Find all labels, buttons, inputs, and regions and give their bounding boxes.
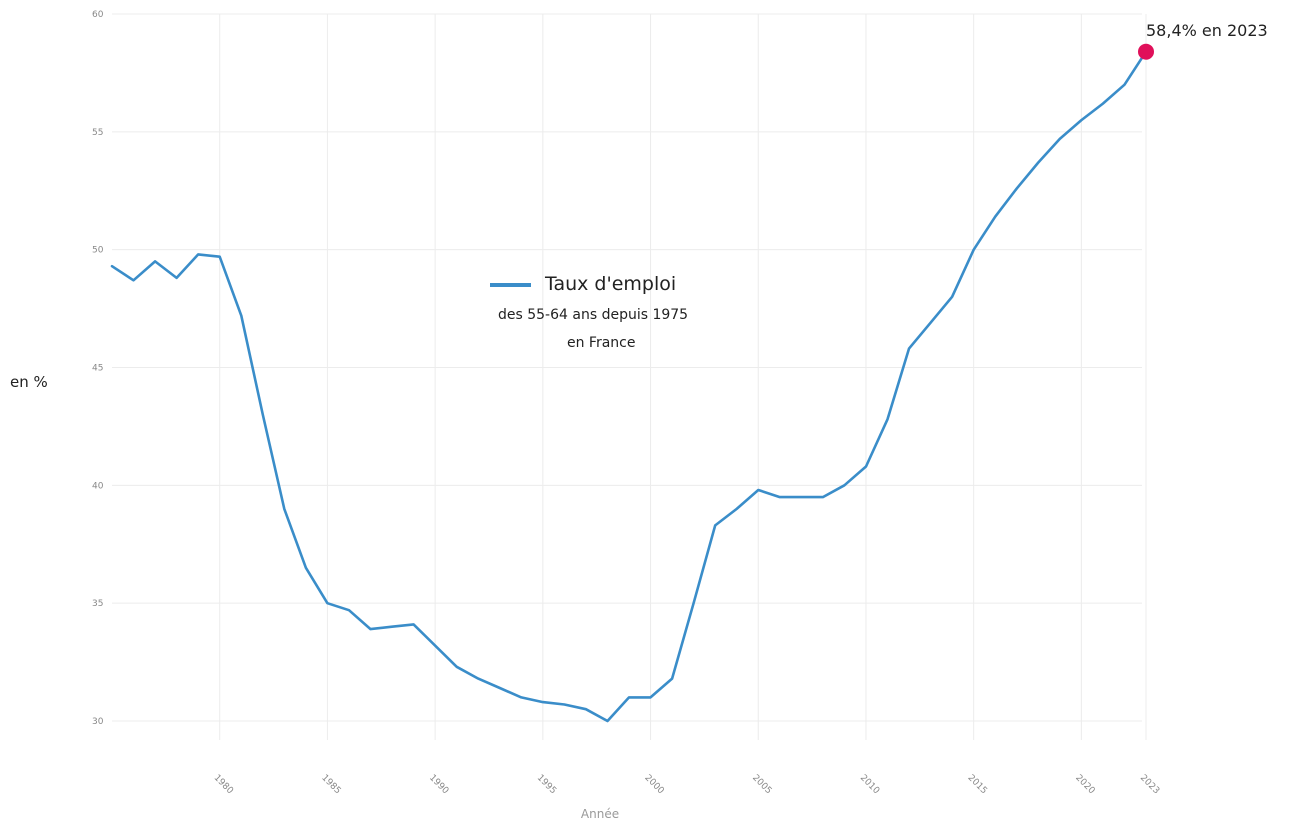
x-tick-label: 2005 bbox=[750, 773, 773, 796]
x-tick-label: 2023 bbox=[1138, 773, 1161, 796]
x-tick-label: 1995 bbox=[535, 773, 558, 796]
x-tick-label: 1980 bbox=[212, 773, 235, 796]
x-gridlines bbox=[219, 14, 1147, 740]
y-tick-label: 45 bbox=[92, 364, 103, 374]
y-gridlines bbox=[112, 13, 1142, 722]
y-tick-label: 50 bbox=[92, 246, 104, 256]
y-tick-label: 30 bbox=[92, 717, 104, 727]
y-tick-label: 40 bbox=[92, 481, 104, 491]
y-axis-label: en % bbox=[10, 373, 48, 391]
x-tick-label: 2015 bbox=[966, 773, 989, 796]
x-tick-label: 2010 bbox=[858, 773, 881, 796]
legend: Taux d'emploi des 55-64 ans depuis 1975 … bbox=[490, 273, 688, 351]
y-tick-label: 55 bbox=[92, 128, 103, 138]
y-axis-ticks: 30 35 40 45 50 55 60 bbox=[92, 10, 104, 727]
x-tick-label: 2020 bbox=[1073, 773, 1096, 796]
legend-subtitle-line1: des 55-64 ans depuis 1975 bbox=[498, 307, 688, 323]
legend-subtitle-line2: en France bbox=[567, 335, 636, 351]
end-point-annotation: 58,4% en 2023 bbox=[1146, 21, 1268, 40]
x-tick-label: 2000 bbox=[642, 773, 665, 796]
x-tick-label: 1985 bbox=[319, 773, 342, 796]
y-tick-label: 35 bbox=[92, 599, 103, 609]
legend-title: Taux d'emploi bbox=[544, 273, 676, 295]
x-axis-title: Année bbox=[581, 807, 619, 821]
series-line-taux-emploi bbox=[110, 50, 1148, 723]
x-axis-ticks: 1980 1985 1990 1995 2000 2005 2010 2015 2020 2023 bbox=[212, 773, 1162, 796]
end-point-marker bbox=[1138, 43, 1154, 60]
x-tick-label: 1990 bbox=[427, 773, 450, 796]
y-tick-label: 60 bbox=[92, 10, 104, 20]
